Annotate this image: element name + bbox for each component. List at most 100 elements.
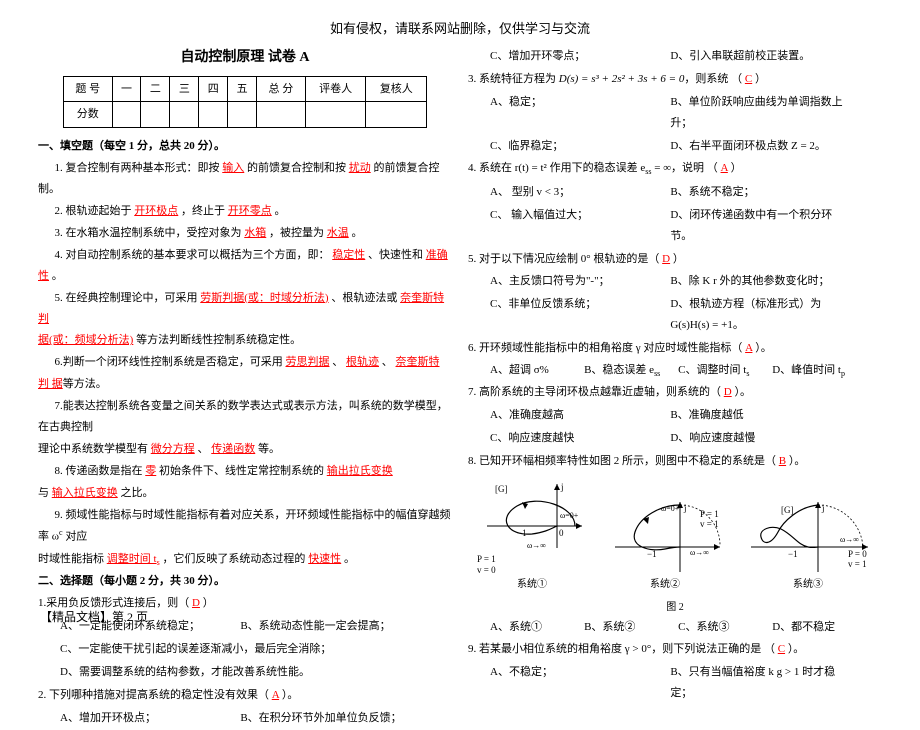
exam-title: 自动控制原理 试卷 A [38, 45, 452, 72]
answer: 水温 [327, 227, 349, 239]
mc-q9: 9. 若某最小相位系统的相角裕度 γ > 0°，则下列说法正确的是 （ C ）。 [468, 639, 882, 660]
svg-text:ω=0+: ω=0+ [560, 511, 579, 520]
diagram-3: [G] j ω→∞ −1 P = 0 v = 1 系统③ [743, 497, 873, 594]
page-content: 自动控制原理 试卷 A 题 号 一 二 三 四 五 总 分 评卷人 复核人 分数 [0, 45, 920, 730]
score-table: 题 号 一 二 三 四 五 总 分 评卷人 复核人 分数 [63, 76, 427, 129]
svg-text:P = 1: P = 1 [700, 509, 719, 519]
option: C、一定能使干扰引起的误差逐渐减小，最后完全消除； [60, 639, 421, 660]
option: D、闭环传递函数中有一个积分环节。 [670, 205, 850, 247]
option: A、系统① [490, 617, 584, 638]
option: A、主反馈口符号为"-"； [490, 271, 670, 292]
answer: D [662, 253, 670, 265]
diagram-label: 系统③ [743, 575, 873, 594]
td [366, 102, 427, 128]
mc-q3: 3. 系统特征方程为 D(s) = s³ + 2s² + 3s + 6 = 0，… [468, 69, 882, 90]
answer: C [778, 643, 785, 655]
options: A、不稳定； B、只有当幅值裕度 k g > 1 时才稳定； [490, 661, 882, 705]
footer-label: 【精品文档】第 [40, 610, 127, 624]
answer: 据(或：频域分析法) [38, 334, 133, 346]
nyquist-diagrams: [G] j ω=0+ −1 0 ω→∞ P = 1v = 0 系统① [468, 476, 882, 595]
svg-text:j: j [560, 482, 564, 492]
option: C、临界稳定； [490, 136, 670, 157]
option: A、不稳定； [490, 662, 670, 704]
table-row: 题 号 一 二 三 四 五 总 分 评卷人 复核人 [63, 76, 426, 102]
mc-q4: 4. 系统在 r(t) = t² 作用下的稳态误差 ess = ∞，说明 （ A… [468, 158, 882, 179]
equation: D(s) = s³ + 2s² + 3s + 6 = 0 [559, 73, 685, 85]
answer: A [721, 162, 728, 174]
option: C、 输入幅值过大； [490, 205, 670, 247]
svg-text:−1: −1 [788, 549, 798, 559]
th: 二 [141, 76, 170, 102]
answer: 快速性 [308, 553, 341, 565]
option: B、准确度越低 [670, 405, 850, 426]
svg-text:ω→∞: ω→∞ [527, 541, 546, 550]
fill-item-4: 4. 对自动控制系统的基本要求可以概括为三个方面，即： 稳定性 、快速性和 准确… [38, 245, 452, 287]
fill-item-8: 8. 传递函数是指在 零 初始条件下、线性定常控制系统的 输出拉氏变换 [38, 461, 452, 482]
option: D、都不稳定 [772, 617, 866, 638]
section-heading: 二、选择题（每小题 2 分，共 30 分）。 [38, 571, 452, 592]
th: 评卷人 [305, 76, 366, 102]
th: 复核人 [366, 76, 427, 102]
svg-text:j: j [683, 503, 687, 513]
answer: 水箱 [244, 227, 266, 239]
header-notice: 如有侵权，请联系网站删除，仅供学习与交流 [0, 0, 920, 45]
diagram-label: 系统② [605, 575, 725, 594]
answer: 零 [145, 465, 156, 477]
td [257, 102, 306, 128]
fill-item-1: 1. 复合控制有两种基本形式：即按 输入 的前馈复合控制和按 扰动 的前馈复合控… [38, 158, 452, 200]
answer: 根轨迹 [346, 356, 379, 368]
options: A、超调 σ% B、稳态误差 ess C、调整时间 ts D、峰值时间 tp [490, 360, 882, 381]
svg-text:−1: −1 [517, 528, 527, 538]
left-column: 自动控制原理 试卷 A 题 号 一 二 三 四 五 总 分 评卷人 复核人 分数 [30, 45, 460, 730]
option: B、除 K r 外的其他参数变化时； [670, 271, 850, 292]
answer: D [192, 597, 200, 609]
diagram-label: 系统① [477, 575, 587, 594]
option: B、单位阶跃响应曲线为单调指数上升； [670, 92, 850, 134]
option: B、系统不稳定； [670, 182, 850, 203]
option: D、峰值时间 tp [772, 360, 866, 381]
option: B、系统② [584, 617, 678, 638]
mc-q7: 7. 高阶系统的主导闭环极点越靠近虚轴，则系统的（ D ）。 [468, 382, 882, 403]
td [228, 102, 257, 128]
td [199, 102, 228, 128]
table-row: 分数 [63, 102, 426, 128]
options: A、 型别 v < 3； B、系统不稳定； C、 输入幅值过大； D、闭环传递函… [490, 181, 882, 248]
option: D、右半平面闭环极点数 Z = 2。 [670, 136, 850, 157]
figure-caption: 图 2 [468, 598, 882, 617]
mc-q5: 5. 对于以下情况应绘制 0° 根轨迹的是（ D ） [468, 249, 882, 270]
svg-text:ω→∞: ω→∞ [840, 535, 859, 544]
option: A、稳定； [490, 92, 670, 134]
options: A、主反馈口符号为"-"； B、除 K r 外的其他参数变化时； C、非单位反馈… [490, 270, 882, 337]
fill-item-5: 5. 在经典控制理论中，可采用 劳斯判据(或：时域分析法) 、根轨迹法或 奈奎斯… [38, 288, 452, 330]
svg-text:−1: −1 [647, 549, 657, 559]
option: A、增加开环极点； [60, 708, 240, 729]
answer: A [272, 689, 279, 701]
fill-item-5b: 据(或：频域分析法) 等方法判断线性控制系统稳定性。 [38, 330, 452, 351]
option: C、调整时间 ts [678, 360, 772, 381]
option: D、需要调整系统的结构参数，才能改善系统性能。 [60, 662, 421, 683]
th: 总 分 [257, 76, 306, 102]
nyquist-plot-icon: ω=0+ j P = 1 v = 1 −1 ω→∞ [605, 497, 725, 575]
nyquist-plot-icon: [G] j ω→∞ −1 P = 0 v = 1 [743, 497, 873, 575]
svg-text:0: 0 [559, 528, 564, 538]
mc-q8: 8. 已知开环幅相频率特性如图 2 所示，则图中不稳定的系统是（ B ）。 [468, 451, 882, 472]
th: 五 [228, 76, 257, 102]
footer-end: 页 [133, 610, 148, 624]
option: A、 型别 v < 3； [490, 182, 670, 203]
answer: 奈奎斯特 [396, 356, 440, 368]
fill-item-2: 2. 根轨迹起始于 开环极点 ，终止于 开环零点 。 [38, 201, 452, 222]
th: 三 [170, 76, 199, 102]
options: C、增加开环零点； D、引入串联超前校正装置。 [490, 45, 882, 68]
svg-text:[G]: [G] [781, 505, 794, 515]
th: 四 [199, 76, 228, 102]
answer: B [779, 455, 786, 467]
answer: 微分方程 [151, 443, 195, 455]
option: C、增加开环零点； [490, 46, 670, 67]
th: 一 [112, 76, 141, 102]
options: A、系统① B、系统② C、系统③ D、都不稳定 [490, 617, 882, 638]
option: C、系统③ [678, 617, 772, 638]
svg-text:v = 1: v = 1 [848, 559, 867, 569]
options: A、增加开环极点； B、在积分环节外加单位负反馈； [60, 707, 452, 730]
answer: 输入 [222, 162, 244, 174]
options: A、一定能使闭环系统稳定； B、系统动态性能一定会提高； C、一定能使干扰引起的… [60, 615, 452, 684]
